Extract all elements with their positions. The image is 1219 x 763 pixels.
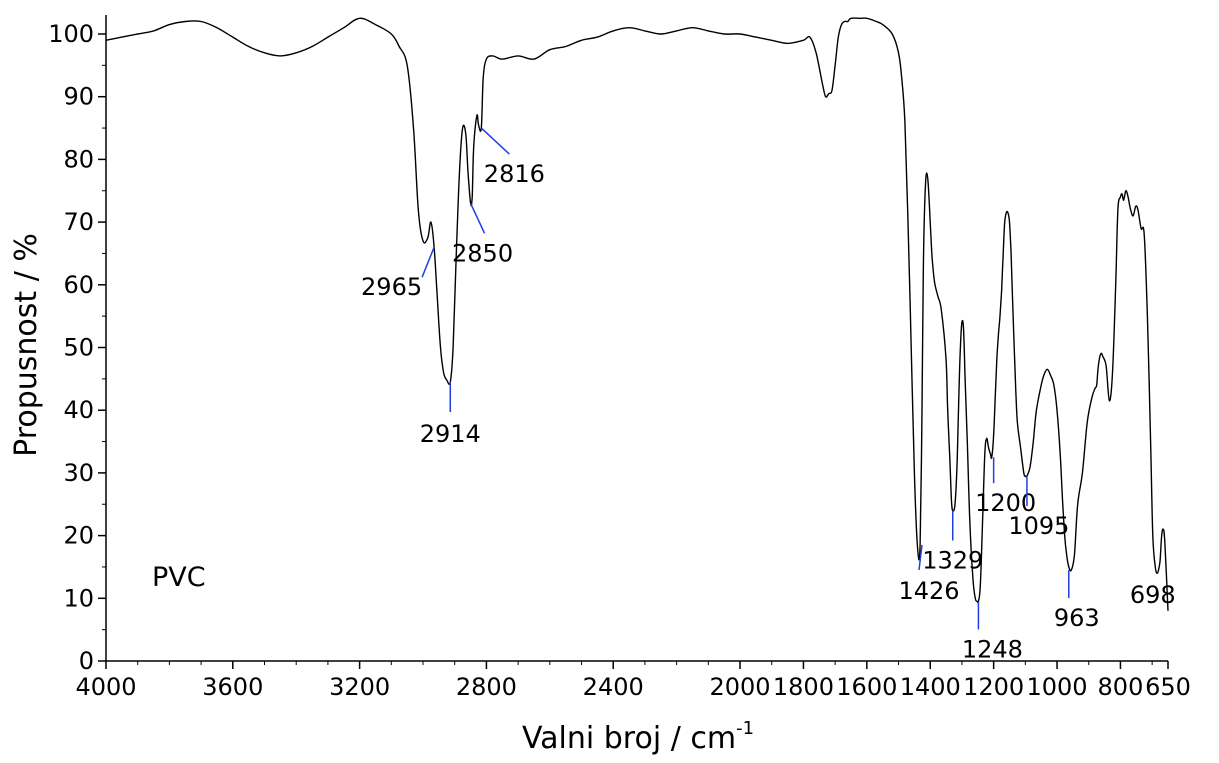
y-tick-label-80: 80 [63, 145, 94, 173]
y-tick-label-100: 100 [48, 20, 94, 48]
x-axis-title-superscript: -1 [736, 718, 754, 739]
sample-label: PVC [152, 562, 206, 593]
x-tick-label-1400: 1400 [900, 673, 961, 701]
peak-annotations: 2965291428502816142613291248120010959636… [361, 128, 1176, 663]
peak-label-698: 698 [1130, 581, 1176, 609]
peak-label-2965: 2965 [361, 273, 422, 301]
y-tick-label-50: 50 [63, 334, 94, 362]
peak-label-2816: 2816 [484, 160, 545, 188]
x-tick-label-1000: 1000 [1027, 673, 1088, 701]
y-tick-label-20: 20 [63, 522, 94, 550]
x-tick-label-1600: 1600 [836, 673, 897, 701]
x-tick-label-2400: 2400 [583, 673, 644, 701]
y-tick-label-0: 0 [79, 647, 94, 675]
peak-marker-2850 [471, 203, 485, 233]
ticks: 0 10 20 30 40 50 60 70 80 90 100 4000 3600 3200 2800 24… [48, 20, 1191, 701]
peak-label-1248: 1248 [962, 635, 1023, 663]
peak-label-1426: 1426 [898, 577, 959, 605]
x-axis-title: Valni broj / cm-1 [522, 718, 754, 756]
x-tick-label-1800: 1800 [773, 673, 834, 701]
y-axis-title: Propusnost / % [9, 233, 44, 457]
x-tick-label-650: 650 [1145, 673, 1191, 701]
x-tick-label-2800: 2800 [456, 673, 517, 701]
y-tick-label-90: 90 [63, 83, 94, 111]
x-tick-label-3200: 3200 [329, 673, 390, 701]
x-tick-label-4000: 4000 [75, 673, 136, 701]
peak-marker-2965 [422, 247, 434, 277]
axes [106, 15, 1168, 661]
x-axis-title-text: Valni broj / cm [522, 721, 736, 756]
peak-marker-2816 [481, 128, 509, 154]
y-tick-label-40: 40 [63, 396, 94, 424]
x-tick-label-1200: 1200 [963, 673, 1024, 701]
peak-label-2914: 2914 [420, 420, 481, 448]
y-tick-label-30: 30 [63, 459, 94, 487]
x-tick-label-2000: 2000 [709, 673, 770, 701]
x-tick-label-3600: 3600 [202, 673, 263, 701]
peak-label-1095: 1095 [1008, 512, 1069, 540]
y-tick-label-10: 10 [63, 584, 94, 612]
y-tick-label-60: 60 [63, 271, 94, 299]
peak-label-2850: 2850 [452, 239, 513, 267]
y-tick-label-70: 70 [63, 208, 94, 236]
peak-label-963: 963 [1054, 604, 1100, 632]
x-tick-label-800: 800 [1098, 673, 1144, 701]
peak-label-1329: 1329 [922, 547, 983, 575]
